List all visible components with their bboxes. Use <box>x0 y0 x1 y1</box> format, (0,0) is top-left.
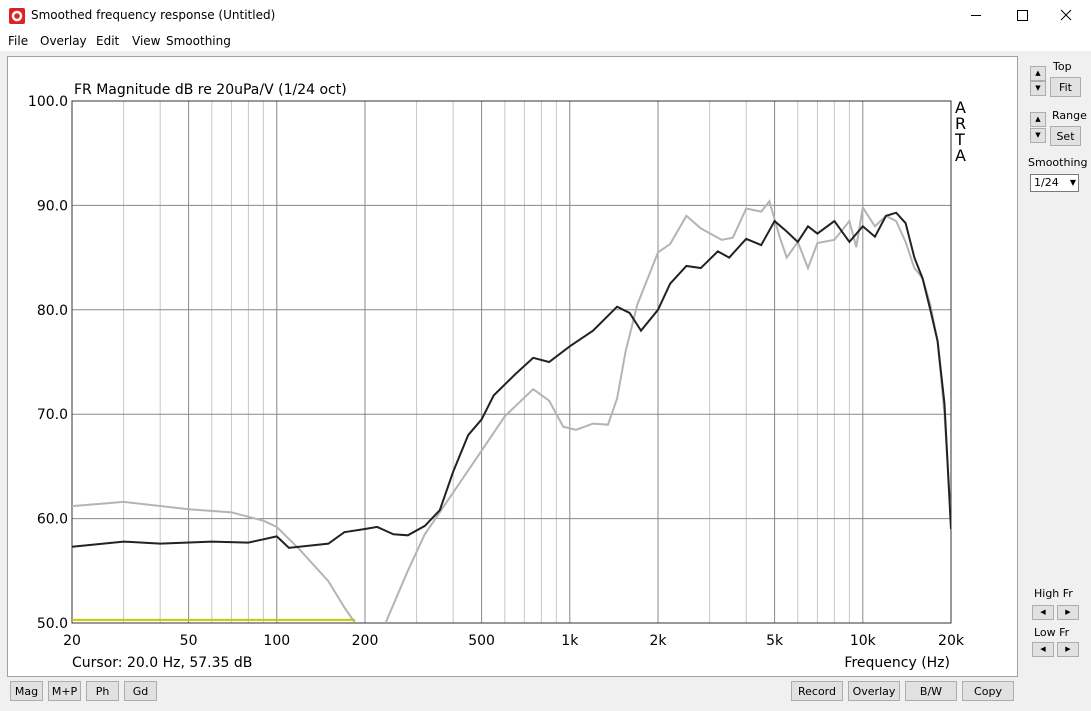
low-fr-label: Low Fr <box>1034 626 1070 639</box>
fit-button[interactable]: Fit <box>1050 77 1081 97</box>
button[interactable]: Copy <box>962 681 1014 701</box>
x-tick-label: 200 <box>352 633 379 649</box>
button[interactable]: Mag <box>10 681 43 701</box>
range-down[interactable]: ▼ <box>1030 128 1046 143</box>
chart: FR Magnitude dB re 20uPa/V (1/24 oct) Cu… <box>28 82 965 671</box>
x-tick-label: 500 <box>468 633 495 649</box>
window-controls[interactable] <box>960 0 1091 31</box>
series-line <box>72 199 951 623</box>
high-fr-left[interactable]: ◀ <box>1032 605 1054 620</box>
menu-item[interactable]: Edit <box>96 34 120 48</box>
top-up[interactable]: ▲ <box>1030 66 1046 81</box>
y-tick-label: 100.0 <box>28 94 68 110</box>
y-tick-label: 60.0 <box>37 512 68 528</box>
button[interactable]: Ph <box>86 681 119 701</box>
x-tick-label: 20 <box>63 633 81 649</box>
high-fr-right[interactable]: ▶ <box>1057 605 1079 620</box>
x-tick-label: 1k <box>561 633 579 649</box>
menu-item[interactable]: File <box>8 34 29 48</box>
button[interactable]: B/W <box>905 681 957 701</box>
x-tick-label: 20k <box>938 633 965 649</box>
range-label: Range <box>1052 109 1087 122</box>
smoothing-label: Smoothing <box>1028 156 1088 169</box>
app-icon <box>9 8 25 24</box>
plot-border <box>71 100 952 624</box>
smoothing-value: 1/24 <box>1034 176 1059 189</box>
plot-lines <box>72 199 951 623</box>
y-tick-label: 90.0 <box>37 198 68 214</box>
y-tick-label: 80.0 <box>37 303 68 319</box>
button[interactable]: Gd <box>124 681 157 701</box>
range-up[interactable]: ▲ <box>1030 112 1046 127</box>
window-title: Smoothed frequency response (Untitled) <box>31 8 276 22</box>
button[interactable]: Overlay <box>848 681 900 701</box>
low-fr-left[interactable]: ◀ <box>1032 642 1054 657</box>
x-tick-label: 5k <box>766 633 784 649</box>
menu-item[interactable]: Smoothing <box>166 34 231 48</box>
chart-title: FR Magnitude dB re 20uPa/V (1/24 oct) <box>74 82 347 98</box>
menu-bar: File Overlay Edit View Smoothing <box>0 31 1091 51</box>
y-tick-label: 50.0 <box>37 616 68 632</box>
button[interactable]: Record <box>791 681 843 701</box>
x-tick-label: 2k <box>649 633 667 649</box>
title-bar: Smoothed frequency response (Untitled) <box>0 0 1091 31</box>
top-down[interactable]: ▼ <box>1030 81 1046 96</box>
menu-item[interactable]: Overlay <box>40 34 87 48</box>
cursor-readout: Cursor: 20.0 Hz, 57.35 dB <box>72 655 252 671</box>
smoothing-select[interactable]: 1/24 ▼ <box>1030 174 1079 192</box>
x-tick-label: 50 <box>180 633 198 649</box>
top-label: Top <box>1053 60 1072 73</box>
set-button[interactable]: Set <box>1050 126 1081 146</box>
x-axis-label: Frequency (Hz) <box>844 655 950 671</box>
low-fr-right[interactable]: ▶ <box>1057 642 1079 657</box>
watermark: ARTA <box>955 98 967 165</box>
x-tick-label: 100 <box>263 633 290 649</box>
menu-item[interactable]: View <box>132 34 161 48</box>
button[interactable]: M+P <box>48 681 81 701</box>
series-line <box>72 211 951 549</box>
x-tick-label: 10k <box>850 633 877 649</box>
y-tick-label: 70.0 <box>37 407 68 423</box>
high-fr-label: High Fr <box>1034 587 1073 600</box>
